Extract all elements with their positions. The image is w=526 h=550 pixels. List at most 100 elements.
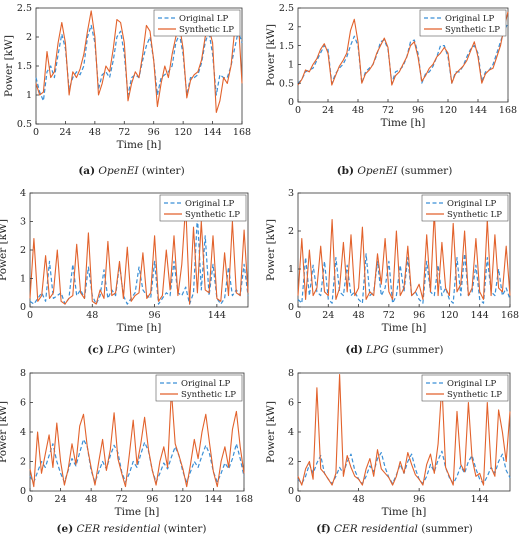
x-tick-label: 168 <box>235 494 253 505</box>
legend-box <box>155 374 243 402</box>
y-tick-label: 0 <box>20 302 26 313</box>
x-axis-label: Time [h] <box>115 506 160 518</box>
y-tick-label: 0 <box>20 486 26 497</box>
series-synthetic-line <box>297 373 511 486</box>
x-tick-label: 48 <box>85 494 97 505</box>
x-tick-label: 96 <box>148 127 160 138</box>
x-tick-label: 72 <box>116 494 128 505</box>
y-tick-label: 2 <box>288 22 294 33</box>
x-tick-label: 96 <box>413 310 425 321</box>
x-tick-label: 24 <box>322 105 334 116</box>
x-tick-label: 0 <box>33 127 39 138</box>
x-tick-label: 144 <box>208 310 226 321</box>
y-tick-label: 2 <box>288 457 294 468</box>
x-tick-label: 24 <box>55 494 67 505</box>
plot-area <box>297 7 509 103</box>
y-tick-label: 2 <box>26 32 32 43</box>
chart-panel: 0 48 96 144 0 2 4 6 8 Time [h] Power [kW] Original … <box>265 368 511 518</box>
legend-synthetic-label: Synthetic LP <box>185 210 240 220</box>
series-synthetic-line <box>29 203 249 305</box>
caption-label: b <box>337 165 354 177</box>
caption-dataset: CER residential <box>334 523 418 535</box>
legend-original-label: Original LP <box>185 199 235 209</box>
y-tick-label: 2 <box>288 226 294 237</box>
x-axis-label: Time [h] <box>382 506 427 518</box>
x-tick-label: 144 <box>471 310 489 321</box>
y-tick-label: 6 <box>20 398 26 409</box>
x-tick-label: 168 <box>499 105 517 116</box>
y-tick-label: 4 <box>20 188 26 199</box>
y-axis-label: Power [kW] <box>0 219 9 281</box>
caption-season: winter <box>164 523 207 535</box>
legend-original-label: Original LP <box>447 199 497 209</box>
x-tick-label: 0 <box>27 494 33 505</box>
y-tick-label: 1 <box>288 60 294 71</box>
y-tick-label: 1 <box>26 90 32 101</box>
x-tick-label: 144 <box>204 494 222 505</box>
caption-season: summer <box>421 523 473 535</box>
x-tick-label: 72 <box>118 127 130 138</box>
chart-panel: 0 24 48 72 96 120 144 168 0.5 1 1.5 2 2.5 Time [h] Pow… <box>3 3 251 151</box>
caption-label: c <box>87 344 103 356</box>
caption-label: f <box>316 523 330 535</box>
y-tick-label: 4 <box>20 427 26 438</box>
legend-box <box>421 374 509 402</box>
x-tick-label: 24 <box>59 127 71 138</box>
x-tick-label: 96 <box>413 494 425 505</box>
x-tick-label: 48 <box>89 127 101 138</box>
y-axis-label: Power [kW] <box>265 219 277 281</box>
legend-box <box>421 194 509 222</box>
legend-box <box>159 194 247 222</box>
caption-label: d <box>346 344 363 356</box>
caption-b: b OpenEI summer <box>263 165 526 177</box>
legend-original-label: Original LP <box>181 379 231 389</box>
y-tick-label: 0 <box>288 486 294 497</box>
caption-label: a <box>78 165 95 177</box>
y-tick-label: 1.5 <box>17 61 32 72</box>
y-tick-label: 0.5 <box>17 119 32 130</box>
caption-f: f CER residential summer <box>263 523 526 535</box>
caption-dataset: LPG <box>366 344 389 356</box>
caption-dataset: OpenEI <box>98 165 139 177</box>
x-tick-label: 168 <box>233 127 251 138</box>
legend-synthetic-label: Synthetic LP <box>181 390 236 400</box>
series-original-line <box>29 215 249 305</box>
caption-e: e CER residential winter <box>0 523 263 535</box>
x-axis-label: Time [h] <box>381 117 426 129</box>
y-tick-label: 3 <box>288 188 294 199</box>
chart-panel: 0 24 48 72 96 120 144 168 0 1 2 3 Time [h] Power [kW]… <box>265 188 519 334</box>
x-tick-label: 96 <box>146 494 158 505</box>
y-tick-label: 0 <box>288 97 294 108</box>
x-tick-label: 24 <box>322 310 334 321</box>
chart-panel: 0 48 96 144 0 1 2 3 4 Time [h] Power [kW] Original … <box>0 188 249 334</box>
x-tick-label: 120 <box>174 494 192 505</box>
caption-label: e <box>57 523 74 535</box>
chart-panel: 0 24 48 72 96 120 144 168 0 0.5 1 1.5 2 2.5 Time [h] Po… <box>265 3 517 129</box>
legend-synthetic-label: Synthetic LP <box>447 390 502 400</box>
y-tick-label: 1.5 <box>279 41 294 52</box>
caption-dataset: CER residential <box>76 523 161 535</box>
x-tick-label: 96 <box>149 310 161 321</box>
legend-synthetic-label: Synthetic LP <box>179 25 234 35</box>
x-tick-label: 72 <box>382 105 394 116</box>
x-tick-label: 120 <box>439 105 457 116</box>
series-synthetic-line <box>297 11 509 86</box>
x-tick-label: 48 <box>353 310 365 321</box>
caption-dataset: OpenEI <box>357 165 398 177</box>
y-tick-label: 2 <box>20 245 26 256</box>
x-tick-label: 144 <box>469 105 487 116</box>
x-tick-label: 120 <box>440 310 458 321</box>
x-tick-label: 96 <box>412 105 424 116</box>
y-tick-label: 3 <box>20 217 26 228</box>
y-axis-label: Power [kW] <box>265 401 277 463</box>
x-tick-label: 144 <box>204 127 222 138</box>
x-axis-label: Time [h] <box>117 139 162 151</box>
y-axis-label: Power [kW] <box>3 35 15 97</box>
caption-season: summer <box>392 344 444 356</box>
